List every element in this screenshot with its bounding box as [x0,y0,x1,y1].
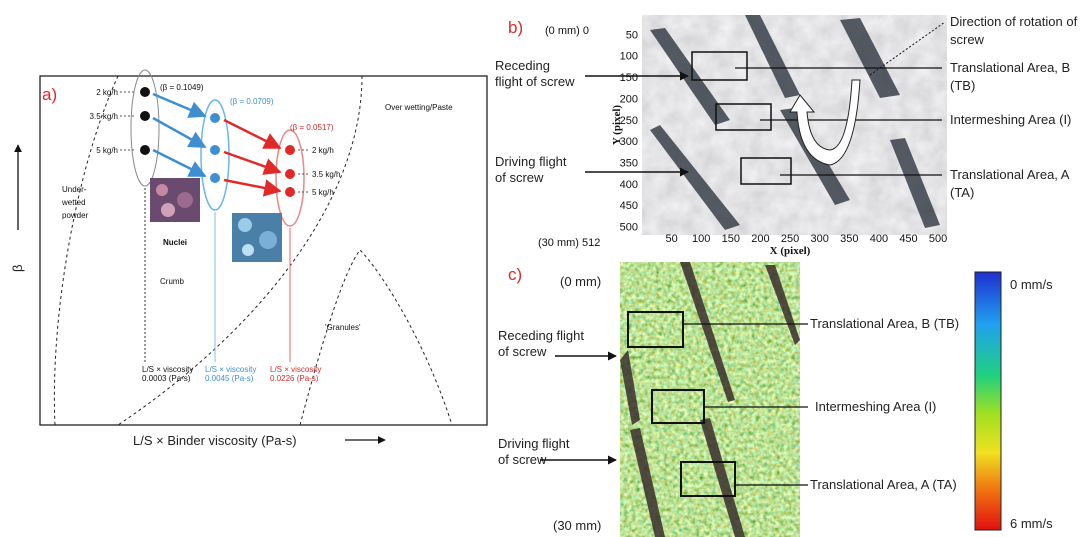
x-tick-label: 400 [870,233,888,245]
pointer-lines [120,92,136,150]
scale-label: (30 mm) 512 [538,237,600,249]
scale-label: (0 mm) [560,274,601,289]
scale-label: (30 mm) [553,518,601,533]
panel-a: a) 2 kg/h 3.5 kg/h 5 kg/h 2 kg/h 3.5 kg/… [10,70,487,448]
y-tick-label: 300 [620,136,638,148]
feed-rate: 5 kg/h [96,146,118,155]
x-tick-label: 350 [840,233,858,245]
axis-label: L/S × Binder viscosity (Pa-s) [133,433,297,448]
x-tick-label: 100 [692,233,710,245]
region-label: Over wetting/Paste [385,103,453,112]
arrows [153,94,205,176]
color-bar-label: 0 mm/s [1010,277,1053,292]
y-tick-label: 400 [620,179,638,191]
feed-rate: 5 kg/h [312,188,334,197]
photo-caption: Nuclei [163,238,187,247]
annotation: Translational Area, B(TB) [950,60,1070,93]
panel-label: a) [42,85,57,104]
feed-rate: 3.5 kg/h [90,112,118,121]
panel-label: c) [508,265,522,284]
region-label: 'Granules' [325,323,361,332]
annotation: Translational Area, A (TA) [810,477,957,492]
feed-rate: 2 kg/h [312,146,334,155]
annotation: Translational Area, A(TA) [950,167,1070,200]
y-tick-label: 50 [626,29,638,41]
y-tick-label: 500 [620,222,638,234]
y-tick-label: 450 [620,200,638,212]
annotation: Intermeshing Area (I) [950,112,1071,127]
axis-label: X (pixel) [770,245,811,257]
boundary [54,76,118,425]
annotation: Translational Area, B (TB) [810,316,959,331]
x-tick-label: 50 [665,233,677,245]
beta-label: (β = 0.0709) [230,97,274,106]
annotation: Intermeshing Area (I) [815,399,936,414]
x-tick-label: 500 [929,233,947,245]
panel-label: b) [508,18,523,37]
x-tick-label: 300 [810,233,828,245]
feed-rate: 3.5 kg/h [312,170,340,179]
color-bar [975,272,1001,530]
feed-rate: 2 kg/h [96,88,118,97]
color-bar-label: 6 mm/s [1010,516,1053,531]
x-tick-label: 150 [722,233,740,245]
x-tick-label: 250 [781,233,799,245]
region-label: Crumb [160,277,185,286]
y-tick-label: 250 [620,115,638,127]
y-tick-label: 200 [620,93,638,105]
figure: a) 2 kg/h 3.5 kg/h 5 kg/h 2 kg/h 3.5 kg/… [0,0,1083,537]
boundary [300,250,452,425]
y-tick-label: 150 [620,72,638,84]
panel-c: c) (0 mm) (30 mm) Translational Area, B … [498,262,1053,537]
x-tick-label: 200 [751,233,769,245]
y-tick-label: 350 [620,158,638,170]
scale-label: (0 mm) 0 [545,25,589,37]
y-tick-label: 100 [620,51,638,63]
axis-label: β [10,265,25,272]
arrows [224,120,280,191]
beta-label: (β = 0.0517) [290,123,334,132]
x-tick-label: 450 [899,233,917,245]
beta-label: (β = 0.1049) [160,83,204,92]
